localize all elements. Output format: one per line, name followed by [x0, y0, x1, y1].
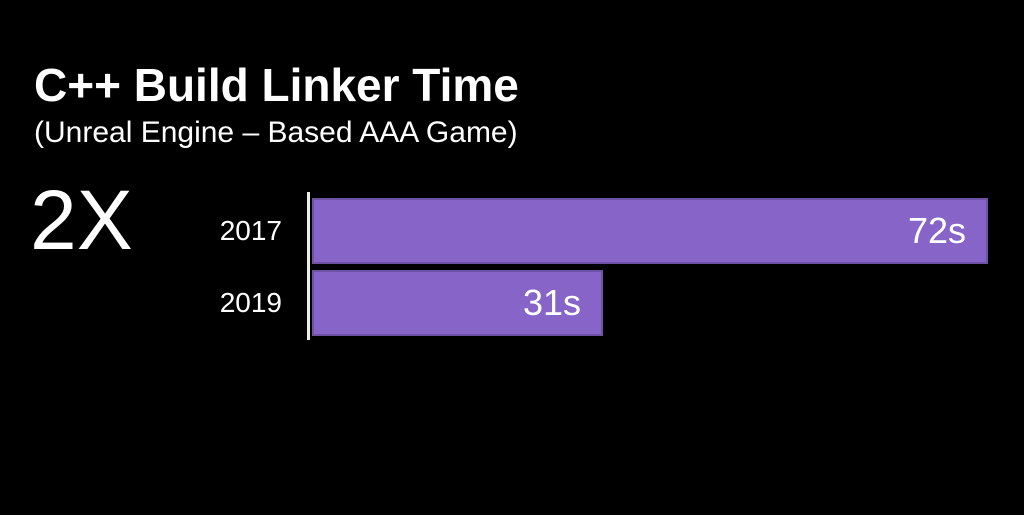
- y-axis-line: [307, 192, 310, 340]
- bar-2017: 72s: [312, 198, 988, 264]
- chart-subtitle: (Unreal Engine – Based AAA Game): [34, 116, 518, 149]
- chart-title: C++ Build Linker Time: [34, 59, 519, 111]
- bar-value-2019: 31s: [522, 282, 581, 323]
- category-label-2019: 2019: [219, 287, 282, 318]
- bar-value-2017: 72s: [907, 210, 966, 251]
- bar-2019: 31s: [312, 270, 603, 336]
- category-label-2017: 2017: [219, 215, 282, 246]
- speedup-annotation: 2X: [30, 173, 133, 267]
